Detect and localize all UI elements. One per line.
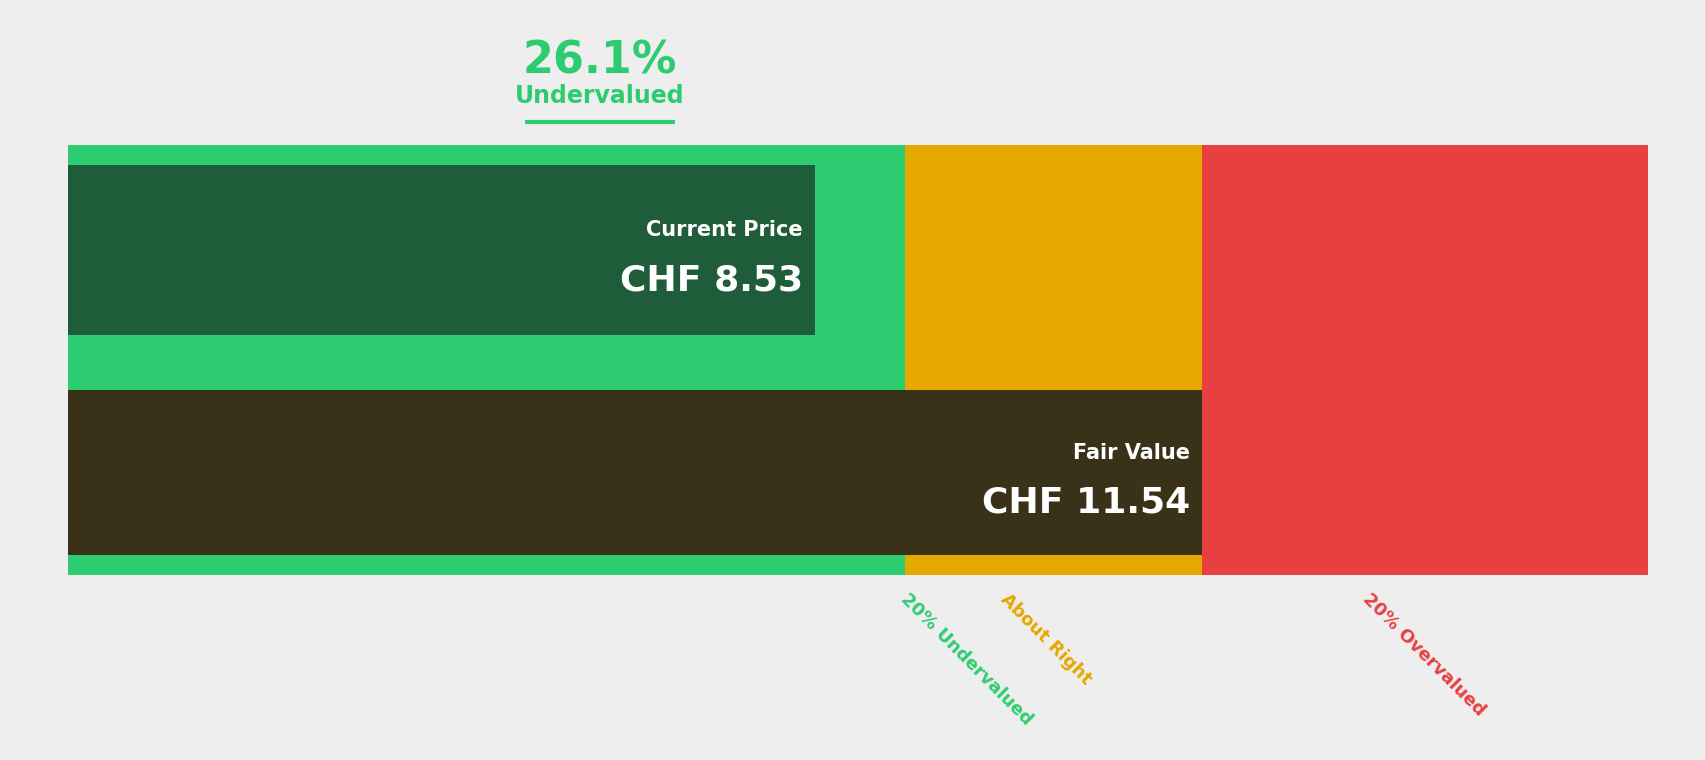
Bar	[68, 145, 905, 575]
Text: CHF 11.54: CHF 11.54	[982, 485, 1190, 519]
Text: 26.1%: 26.1%	[522, 40, 677, 83]
Bar	[68, 390, 1202, 555]
Bar	[1202, 145, 1647, 575]
Text: CHF 8.53: CHF 8.53	[619, 264, 803, 298]
Text: 20% Undervalued: 20% Undervalued	[897, 590, 1035, 729]
Bar	[68, 165, 815, 335]
Text: Current Price: Current Price	[646, 220, 803, 239]
Bar	[905, 145, 1202, 575]
Text: 20% Overvalued: 20% Overvalued	[1359, 590, 1487, 720]
Text: Fair Value: Fair Value	[1072, 442, 1190, 463]
Text: Undervalued: Undervalued	[515, 84, 684, 108]
Text: About Right: About Right	[996, 590, 1095, 688]
